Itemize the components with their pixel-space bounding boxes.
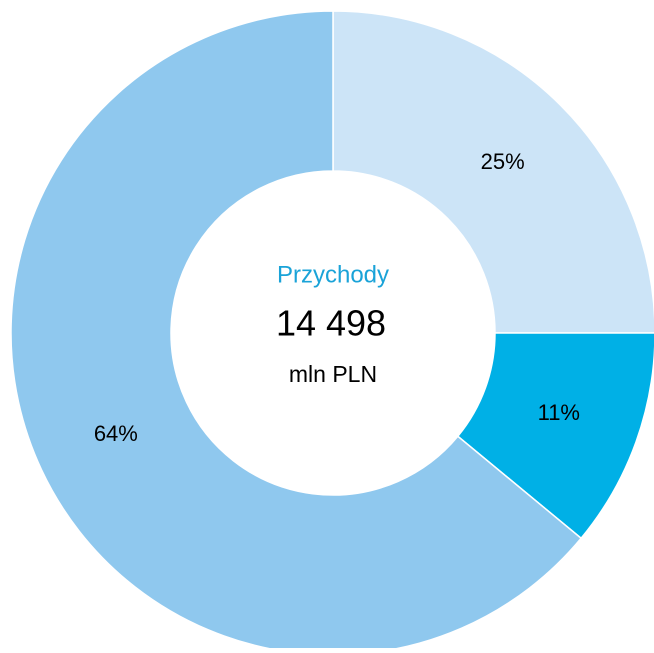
slice [332, 10, 654, 334]
slice [10, 10, 583, 653]
slice-label: 25% [481, 149, 525, 174]
center-title: Przychody [277, 261, 389, 288]
center-unit: mln PLN [289, 361, 377, 387]
center-value: 14 498 [276, 303, 386, 344]
slice-label: 64% [94, 421, 138, 446]
slices [10, 10, 654, 653]
slice-label: 11% [538, 400, 580, 425]
